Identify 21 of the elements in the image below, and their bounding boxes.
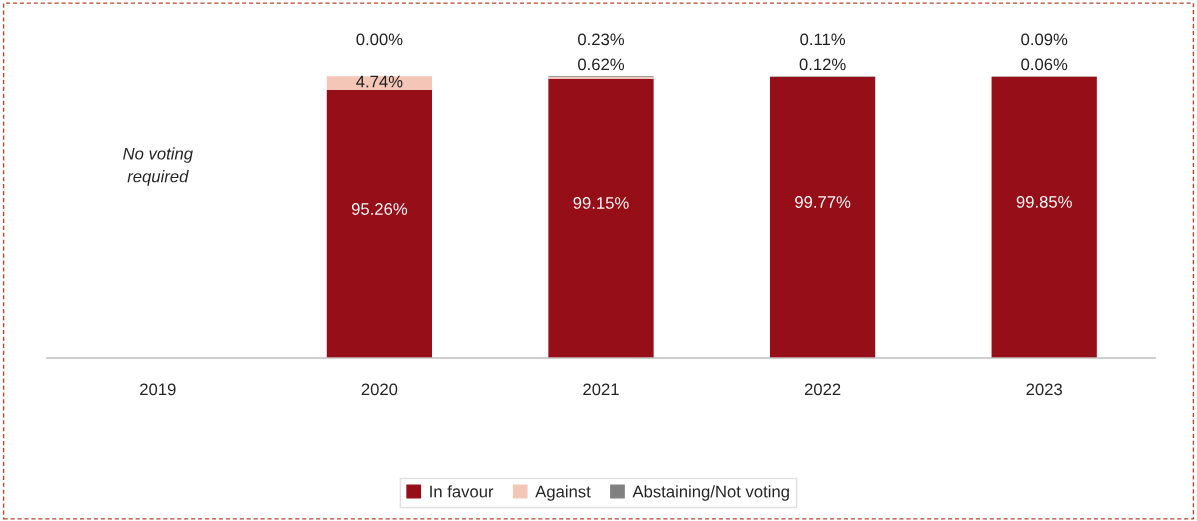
x-tick-label: 2023 xyxy=(1026,383,1063,396)
x-tick-label: 2019 xyxy=(140,383,176,396)
data-label: 99.77% xyxy=(795,196,851,208)
legend-label: Against xyxy=(535,485,591,501)
annotation: No voting required xyxy=(123,147,193,186)
data-label: 99.15% xyxy=(573,197,629,209)
data-label: 4.74% xyxy=(356,75,403,88)
x-tick-label: 2022 xyxy=(804,383,841,396)
x-tick-label: 2021 xyxy=(583,383,619,396)
data-label: 0.23% xyxy=(578,33,625,46)
data-label: 95.26% xyxy=(351,203,408,215)
data-label: 0.62% xyxy=(578,58,625,71)
data-label: 0.12% xyxy=(799,58,846,71)
data-label: 99.85% xyxy=(1016,195,1072,208)
data-label: 0.11% xyxy=(800,33,846,46)
data-label: 0.09% xyxy=(1021,33,1068,46)
x-tick-label: 2020 xyxy=(361,383,398,396)
legend-label: Abstaining/Not voting xyxy=(632,485,789,501)
data-label: 0.06% xyxy=(1021,58,1068,71)
data-label: 0.00% xyxy=(356,33,403,46)
legend-label: In favour xyxy=(430,485,494,498)
